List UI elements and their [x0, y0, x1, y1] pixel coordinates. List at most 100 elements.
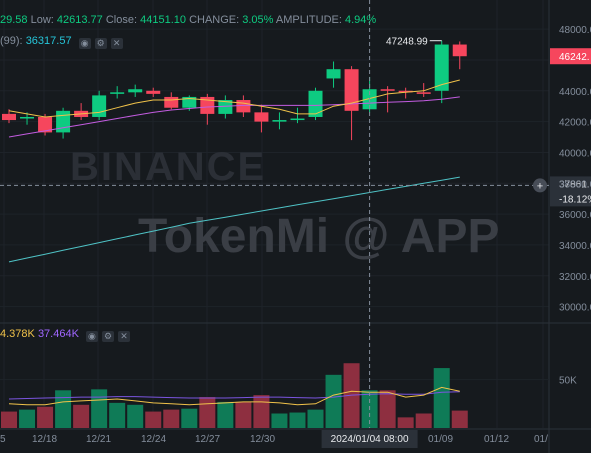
ohlc-header: 29.58 Low: 42613.77 Close: 44151.10 CHAN…: [0, 14, 376, 26]
close-label: Close:: [105, 14, 138, 26]
volume-bar: [73, 404, 90, 428]
candle-body: [2, 113, 16, 121]
candle-body: [146, 90, 161, 94]
time-tick-label: 01/09: [428, 434, 453, 445]
time-tick-label: 12/27: [195, 434, 220, 445]
low-label: Low:: [30, 14, 54, 26]
volume-bars: [1, 363, 468, 428]
time-tick-label: 5: [0, 434, 6, 445]
price-tick-label: 32000.0: [559, 272, 591, 283]
candle-body: [200, 96, 215, 114]
ma99-label: (99):: [0, 35, 23, 47]
volume-bar: [415, 413, 432, 428]
crosshair-time-label: 2024/01/04 08:00: [331, 434, 409, 445]
plus-icon: [533, 178, 547, 193]
volume-bar: [451, 410, 468, 428]
eye-icon[interactable]: ◉: [78, 38, 91, 49]
volume-bar: [181, 408, 198, 428]
volume-bar: [91, 389, 108, 428]
volume-bar: [343, 363, 360, 428]
volume-bar: [397, 417, 414, 428]
crosshair-price-label: 37861.: [559, 179, 590, 190]
volume-tick-label: 50K: [559, 376, 577, 387]
price-tick-label: 44000.0: [559, 87, 591, 98]
volume-bar: [379, 390, 396, 428]
price-tick-label: 40000.0: [559, 148, 591, 159]
amplitude-label: AMPLITUDE:: [275, 14, 342, 26]
candle-body: [236, 100, 251, 113]
candle-body: [290, 118, 305, 121]
candle-body: [38, 116, 53, 133]
candle-body: [182, 96, 197, 108]
candle-body: [164, 96, 179, 108]
volume-ma2-line: [8, 391, 460, 400]
ma7-line: [8, 79, 460, 118]
change-value: 3.05%: [242, 14, 274, 26]
high-marker-label: 47248.99: [386, 37, 428, 48]
candle-body: [452, 44, 467, 57]
candle-body: [272, 120, 287, 122]
volume-bar: [199, 397, 216, 428]
volume-bar: [307, 409, 324, 428]
change-label: CHANGE:: [189, 14, 240, 26]
candle-body: [434, 44, 449, 91]
volume-ma1-line: [8, 386, 460, 406]
candles: [2, 40, 467, 141]
time-axis: 5 12/18 12/21 12/24 12/27 12/30 01/09 01/12 01/: [0, 434, 548, 445]
settings-icon[interactable]: ⚙: [94, 38, 107, 49]
crosshair-time-box: [321, 430, 418, 448]
volume-indicator-row: 4.378K 37.464K ◉ ⚙ ✕: [0, 328, 130, 342]
price-tick-label: 38000.0: [559, 179, 591, 190]
close-value: 44151.10: [140, 14, 186, 26]
volume-bar: [127, 404, 144, 428]
close-icon[interactable]: ✕: [110, 38, 123, 49]
crosshair-price-box: [550, 176, 591, 207]
settings-icon[interactable]: ⚙: [101, 331, 114, 342]
candle-body: [20, 116, 35, 119]
price-tick-label: 30000.0: [559, 303, 591, 314]
volume-bar: [433, 368, 450, 428]
volume-bar: [289, 412, 306, 428]
ma-lines: [8, 79, 460, 406]
candle-body: [92, 95, 107, 117]
candle-body: [218, 100, 233, 114]
candle-body: [110, 92, 125, 94]
price-tick-label: 42000.0: [559, 118, 591, 129]
candle-body: [56, 110, 71, 133]
candle-body: [416, 92, 431, 94]
volume-bar: [55, 390, 72, 428]
time-tick-label: 12/21: [86, 434, 111, 445]
volume-bar: [325, 374, 342, 428]
price-tick-label: 36000.0: [559, 210, 591, 221]
volume-ma2-value: 37.464K: [37, 328, 79, 340]
volume-bar: [1, 411, 17, 428]
plus-icon-glyph: +: [537, 180, 543, 192]
last-price-label: 46242.: [559, 52, 590, 63]
volume-bar: [163, 409, 180, 428]
low-value: 42613.77: [56, 14, 103, 26]
ma99-line: [8, 176, 460, 263]
last-price-box: [550, 48, 591, 65]
ma-indicator-row: (99): 36317.57 ◉ ⚙ ✕: [0, 35, 123, 49]
volume-bar: [109, 402, 126, 428]
price-tick-label: 48000.0: [559, 25, 591, 36]
candle-body: [398, 90, 413, 93]
price-markers: 47248.99 46242.: [386, 37, 591, 65]
time-tick-label: 12/18: [32, 434, 57, 445]
candle-body: [326, 69, 341, 79]
amplitude-value: 4.94%: [344, 14, 377, 26]
close-icon[interactable]: ✕: [117, 331, 130, 342]
time-tick-label: 01/12: [484, 434, 509, 445]
volume-bar: [145, 411, 162, 428]
eye-icon[interactable]: ◉: [85, 331, 98, 342]
ma99-value: 36317.57: [25, 35, 72, 47]
volume-bar: [19, 409, 36, 428]
volume-bar: [37, 406, 54, 428]
time-tick-label: 12/30: [250, 434, 275, 445]
candle-body: [344, 69, 359, 111]
candle-body: [308, 90, 323, 117]
candle-body: [254, 112, 269, 122]
